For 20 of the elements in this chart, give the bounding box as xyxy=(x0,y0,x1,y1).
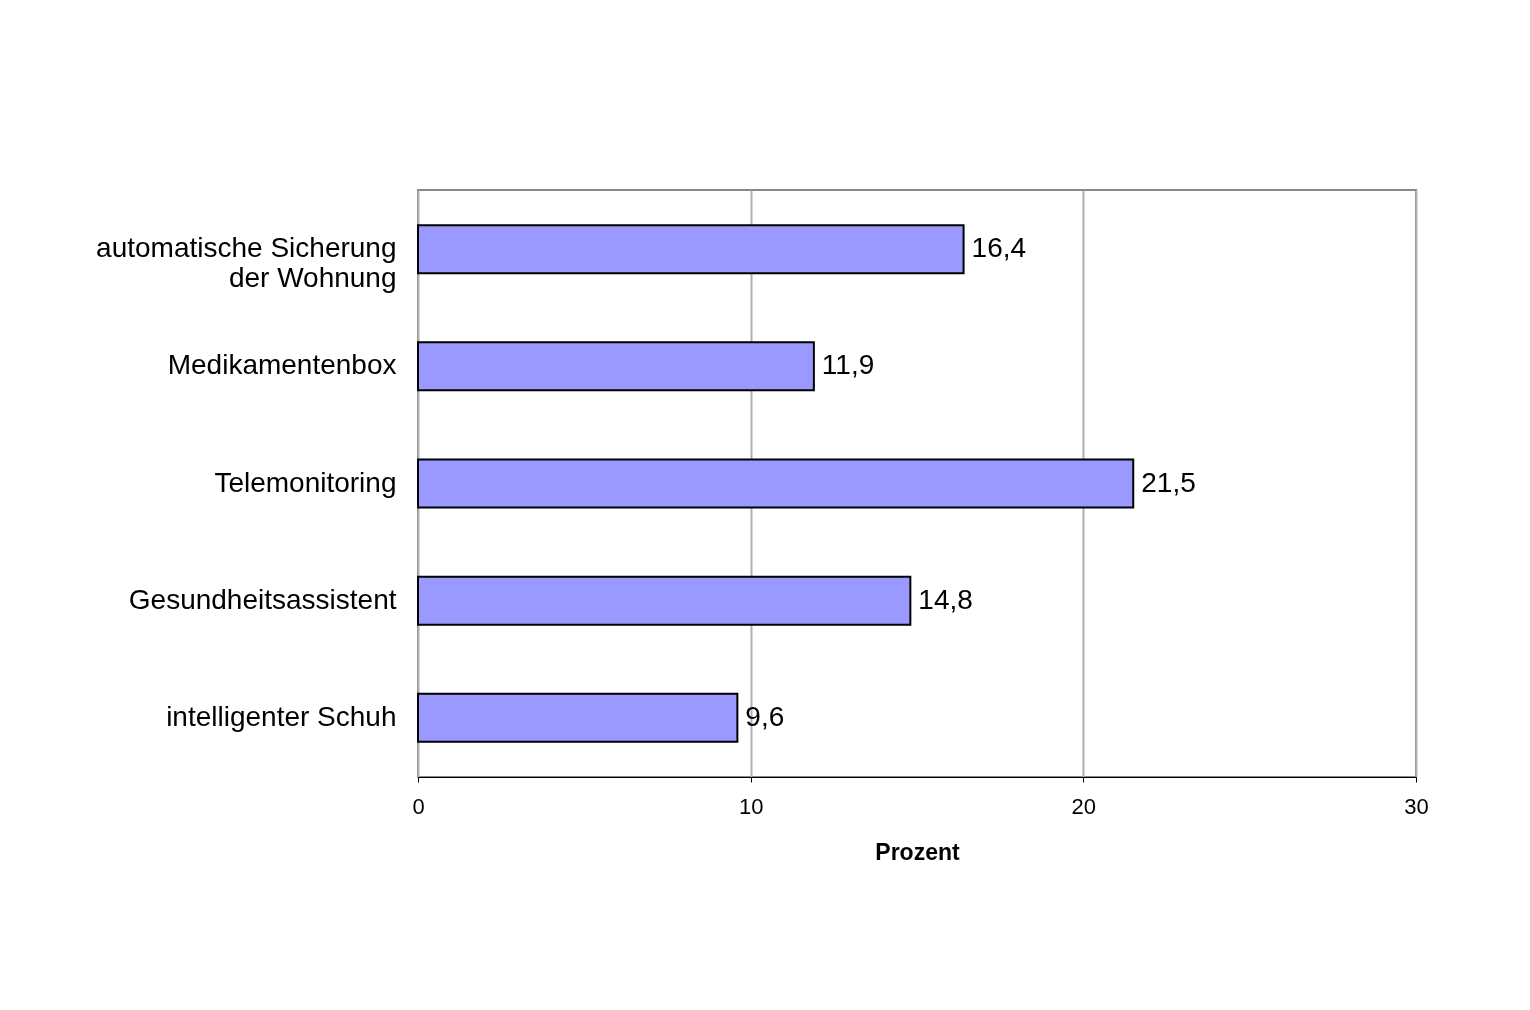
data-label: 9,6 xyxy=(745,700,785,732)
data-label: 14,8 xyxy=(918,583,973,615)
x-tick-label: 30 xyxy=(1404,793,1429,819)
x-axis-title: Prozent xyxy=(875,838,961,865)
x-tick-label: 10 xyxy=(738,793,764,819)
bar xyxy=(417,224,965,275)
y-tick-label: automatische Sicherung der Wohnung xyxy=(96,232,397,294)
bar xyxy=(417,575,912,626)
bar xyxy=(417,692,739,743)
x-tick-label: 20 xyxy=(1071,793,1097,819)
data-label: 21,5 xyxy=(1141,466,1196,498)
data-label: 16,4 xyxy=(971,232,1027,264)
y-tick-label: Medikamentenbox xyxy=(167,349,397,381)
bar xyxy=(417,458,1135,509)
x-tick-label: 0 xyxy=(412,793,425,819)
data-label: 11,9 xyxy=(821,349,875,381)
y-tick-label: Telemonitoring xyxy=(214,466,397,498)
bar xyxy=(417,341,815,392)
y-tick-label: intelligenter Schuh xyxy=(166,700,397,732)
y-tick-label: Gesundheitsassistent xyxy=(128,583,397,615)
